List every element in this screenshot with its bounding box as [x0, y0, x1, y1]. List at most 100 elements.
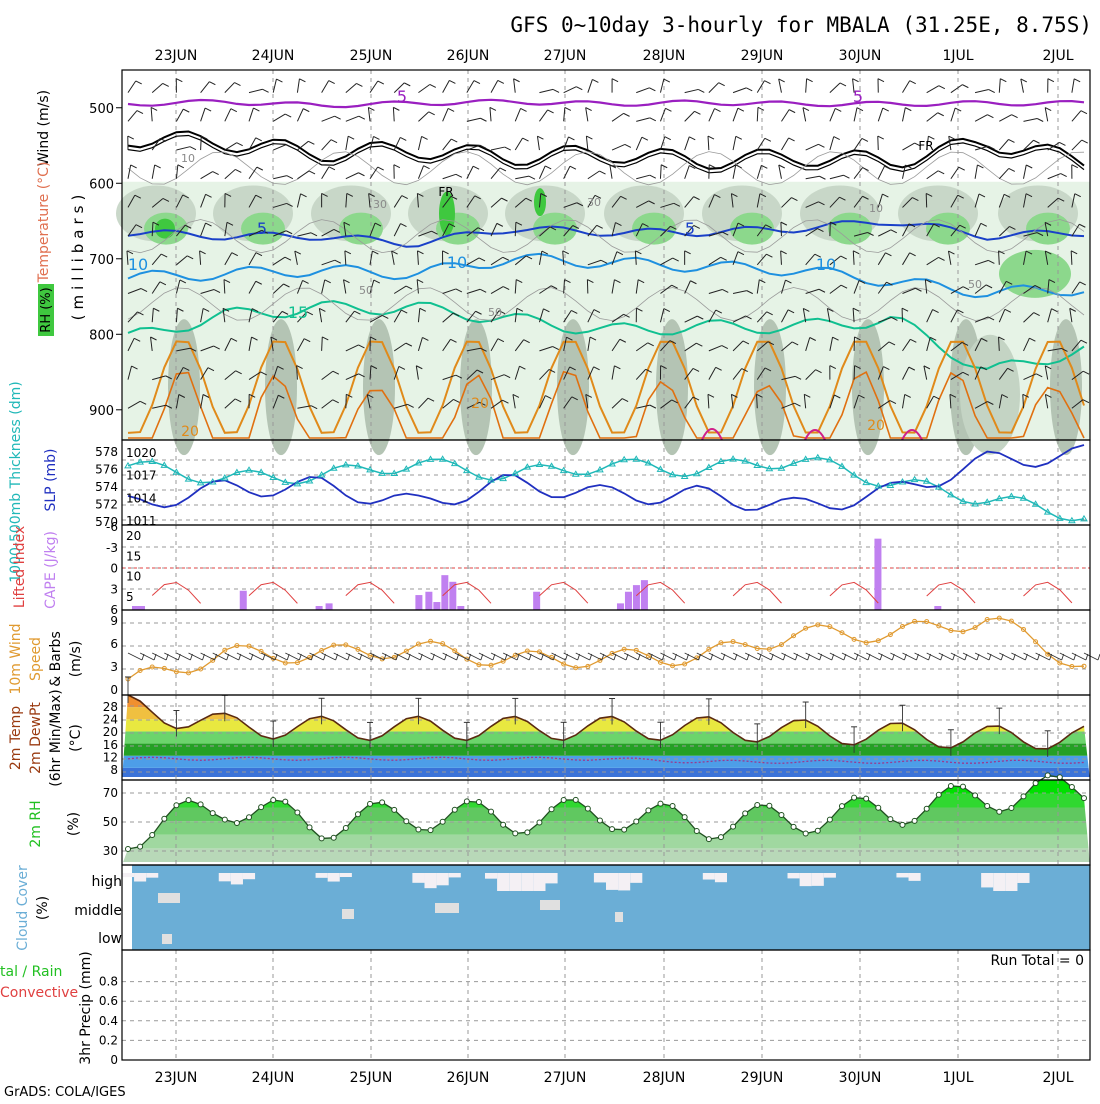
cloud-high-gap: [122, 873, 134, 877]
wind-barb: [515, 222, 516, 236]
rh2m-marker: [283, 799, 288, 804]
wind-barb: [878, 136, 879, 150]
rh2m-marker: [259, 805, 264, 810]
contour-label-15: 15: [288, 303, 308, 322]
rh2m-marker: [948, 783, 953, 788]
precip-tick: 0.6: [99, 994, 118, 1008]
cloud-high-gap: [788, 873, 800, 878]
rh2m-marker: [331, 835, 336, 840]
temp2m-label-1: 2m Temp: [8, 706, 24, 770]
cloud-high-gap: [231, 873, 243, 884]
rh2m-marker: [138, 844, 143, 849]
wind10-tick: 3: [110, 660, 118, 674]
rh2m-marker: [476, 800, 481, 805]
rh2m-marker: [561, 798, 566, 803]
date-label-bottom: 28JUN: [643, 1070, 686, 1086]
precip-tick: 0.2: [99, 1033, 118, 1047]
slp-tick: 1017: [126, 469, 157, 483]
date-label-top: 29JUN: [741, 48, 784, 64]
cape-bar: [240, 591, 247, 610]
rh2m-marker: [501, 822, 506, 827]
rh-low-gray-blob: [557, 319, 589, 455]
date-label-bottom: 26JUN: [447, 1070, 490, 1086]
rh2m-marker: [658, 801, 663, 806]
cape-bar: [633, 585, 640, 610]
rh2m-marker: [936, 792, 941, 797]
rh2m-marker: [513, 831, 518, 836]
cloud-high-gap: [437, 873, 449, 885]
rh-band: [122, 848, 1090, 862]
rh2m-marker: [888, 817, 893, 822]
cloud-high-gap: [340, 873, 352, 877]
cloud-high-gap: [412, 873, 424, 883]
thickness-tick: 578: [95, 445, 118, 459]
cloud-high-gap: [316, 873, 328, 878]
cloud-high-gap: [533, 873, 545, 891]
contour-label-10: 10: [447, 253, 467, 272]
precip-label-2: Convective: [0, 985, 78, 1001]
upper-ytick-label: 600: [89, 177, 114, 192]
date-label-top: 23JUN: [155, 48, 198, 64]
rh2m-marker: [682, 815, 687, 820]
cape-tick: 5: [126, 590, 134, 604]
rh2m-marker: [464, 799, 469, 804]
rh2m-marker: [1021, 794, 1026, 799]
rh2m-marker: [839, 804, 844, 809]
chart-title: GFS 0~10day 3-hourly for MBALA (31.25E, …: [510, 13, 1092, 37]
precip-tick: 0.8: [99, 975, 118, 989]
rh-low-gray-blob: [852, 319, 884, 455]
cloud-high-gap: [449, 873, 461, 877]
wind-barb: [757, 107, 758, 121]
rh2m-marker: [126, 847, 131, 852]
rh2m-marker: [174, 803, 179, 808]
contour-label-minus5: 5: [853, 87, 863, 106]
thickness-tick: 576: [95, 463, 118, 477]
lifted-tick: -6: [106, 520, 118, 534]
cloud-high-gap: [800, 873, 812, 886]
rh2m-marker: [428, 828, 433, 833]
contour-label-rh50: 50: [968, 278, 982, 291]
rh2m-marker: [150, 833, 155, 838]
wind-barb: [757, 394, 758, 408]
contour-label-rh30: 30: [373, 198, 387, 211]
cloud-high-gap: [485, 873, 497, 879]
rh2m-tick: 50: [103, 815, 118, 829]
cloud-high-gap: [703, 873, 715, 880]
cloud-unit: (%): [35, 896, 51, 920]
rh2m-marker: [247, 815, 252, 820]
rh-band: [122, 835, 1090, 849]
date-label-bottom: 2JUL: [1042, 1070, 1073, 1086]
thickness-tick: 574: [95, 480, 118, 494]
rh2m-marker: [404, 819, 409, 824]
cape-tick: 15: [126, 549, 141, 563]
wind10-tick: 0: [110, 683, 118, 697]
rh2m-marker: [694, 828, 699, 833]
rh-green-blob: [926, 213, 970, 245]
cape-bar: [326, 603, 333, 610]
date-label-top: 1JUL: [942, 48, 973, 64]
cloud-high-gap: [594, 873, 606, 882]
cloud-high-gap: [424, 873, 436, 888]
temp2m-tick: 8: [110, 763, 118, 777]
cape-bar: [415, 595, 422, 610]
cloud-high-gap: [993, 873, 1005, 891]
cloud-high-gap: [715, 873, 727, 882]
temp2m-label-3: (6hr Min/Max): [48, 689, 64, 786]
cloud-high-gap: [618, 873, 630, 890]
cape-bar: [641, 580, 648, 610]
cape-bar: [441, 575, 448, 610]
rh2m-marker: [852, 795, 857, 800]
footer-credit: GrADS: COLA/IGES: [4, 1085, 126, 1100]
rh2m-marker: [924, 806, 929, 811]
date-label-top: 25JUN: [350, 48, 393, 64]
cloud-high-gap: [328, 873, 340, 882]
rh2m-marker: [489, 809, 494, 814]
contour-label-rh50: 50: [488, 306, 502, 319]
upper-rh-label: RH (%): [39, 287, 54, 332]
rh2m-marker: [307, 825, 312, 830]
rh2m-marker: [610, 827, 615, 832]
rh-green-blob: [1026, 213, 1070, 245]
rh2m-marker: [234, 820, 239, 825]
